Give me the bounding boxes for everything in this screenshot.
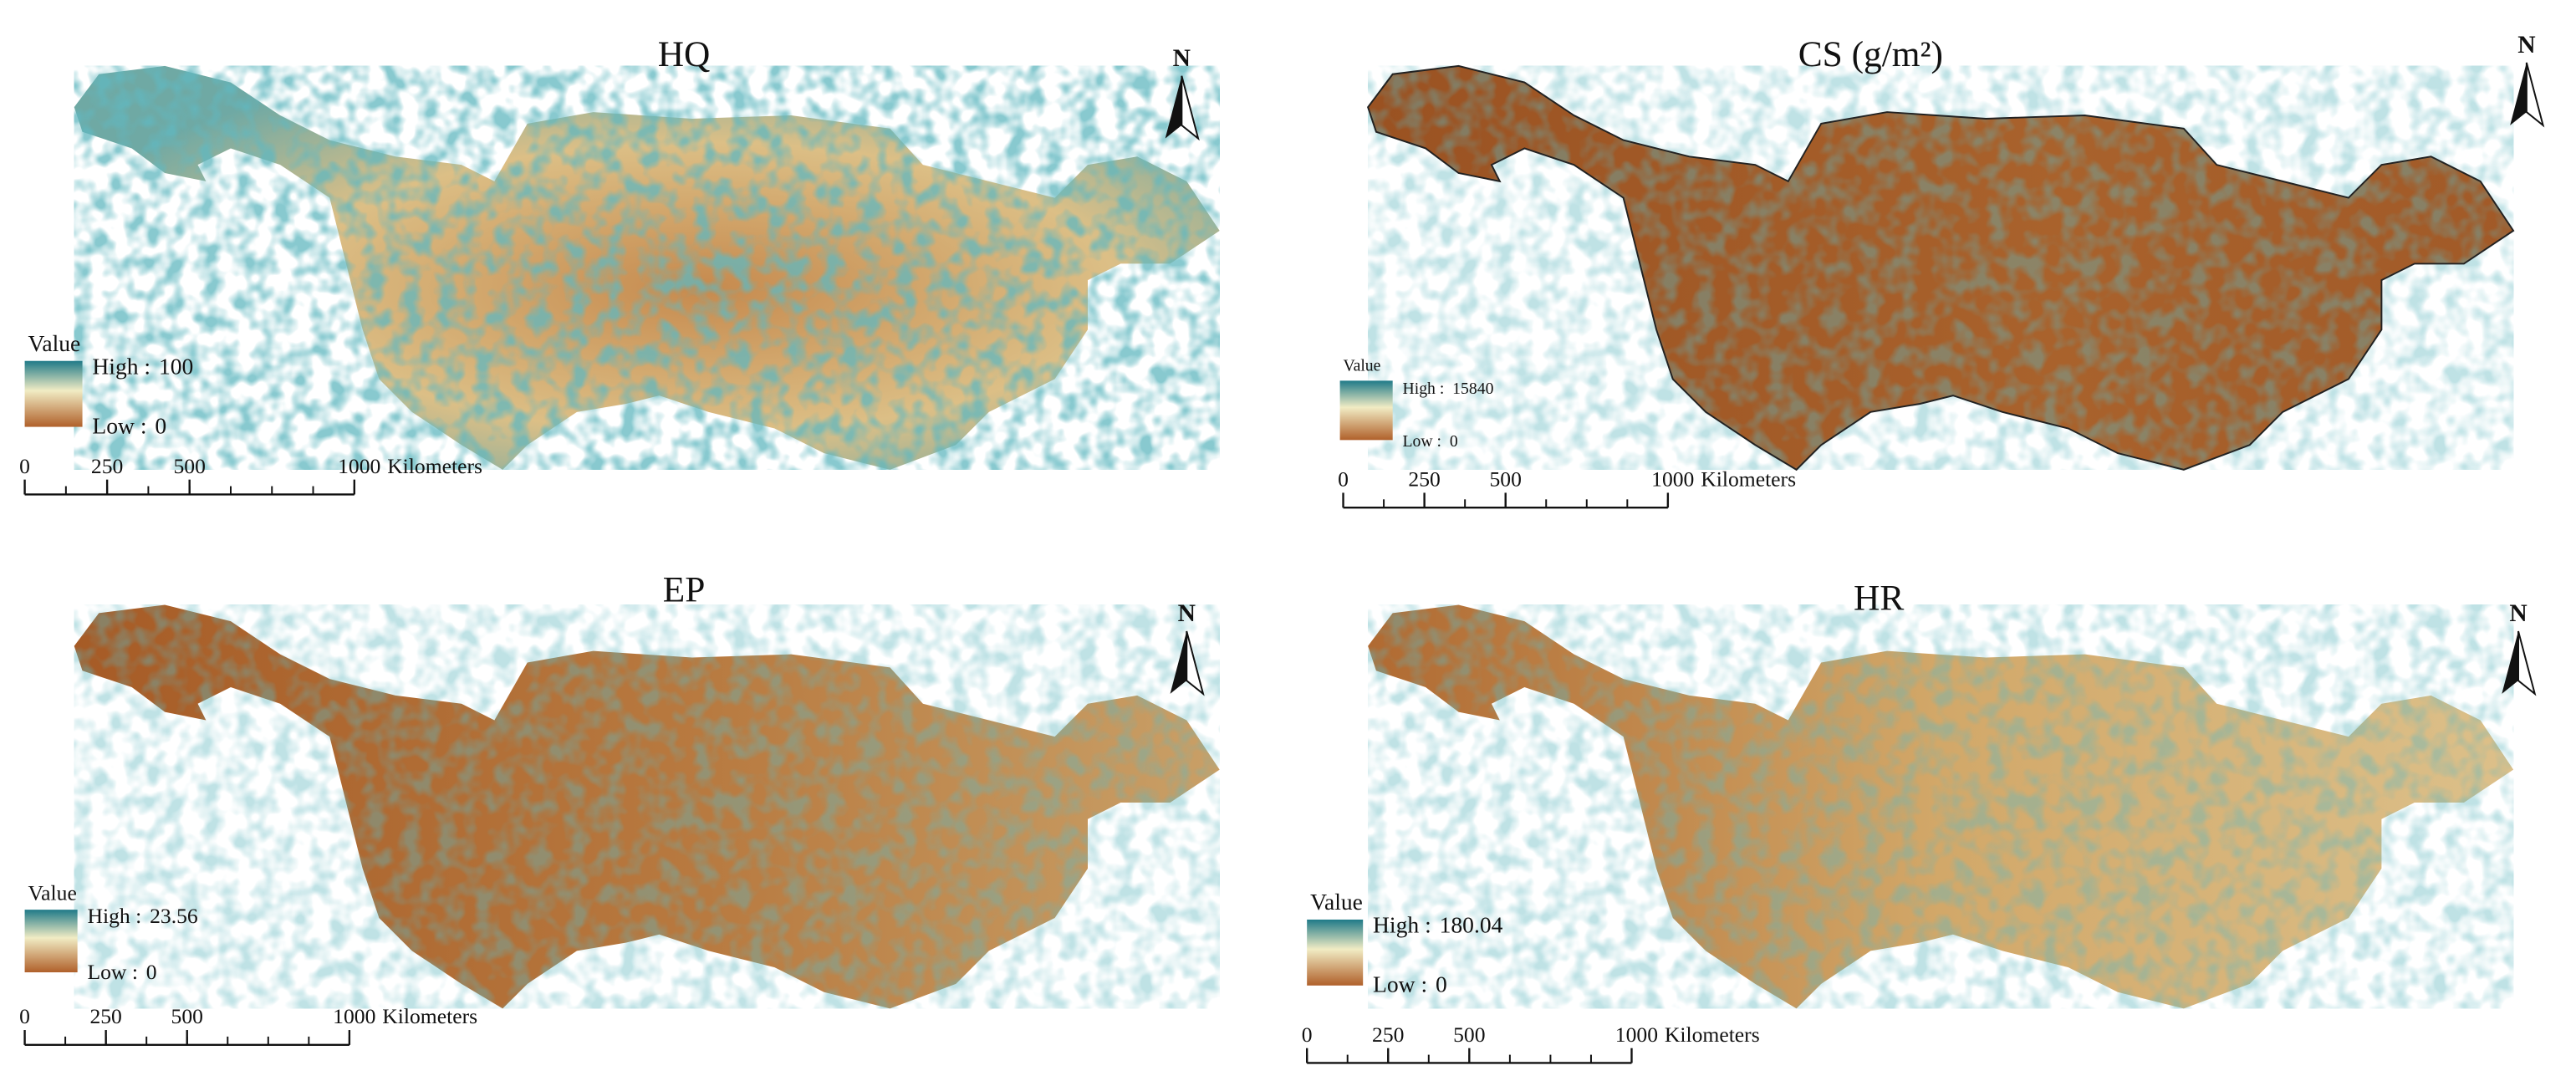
north-label: N: [1178, 600, 1196, 627]
map-panel: EP N Value High : 23.56 Low : 0 0 250 500 1000 Kilo…: [19, 570, 1220, 1046]
legend-title: Value: [28, 880, 77, 905]
legend-high-value: 23.56: [150, 904, 198, 928]
map-panel: HR N Value High : 180.04 Low : 0 0 250 500 1000 Kil…: [1302, 578, 2537, 1064]
legend-low-label: Low :: [92, 412, 146, 438]
scale-value: 1000: [333, 1004, 375, 1028]
basin-texture: [1368, 65, 2514, 470]
scale-value: 1000: [338, 454, 380, 478]
basin-texture: [1368, 604, 2514, 1009]
legend-high-value: 15840: [1452, 380, 1493, 398]
scale-label: 500: [1489, 467, 1521, 492]
scale-label: 1000 Kilometers: [338, 454, 482, 478]
legend-low-value: 0: [1450, 432, 1458, 451]
north-label: N: [1173, 45, 1191, 72]
scale-value: 0: [19, 1004, 30, 1028]
legend-high: High : 23.56: [87, 904, 197, 928]
legend-ramp: [24, 360, 83, 427]
legend-ramp: [1339, 380, 1393, 441]
basin-texture: [74, 604, 1220, 1009]
north-arrow: [1186, 630, 1205, 696]
scale-value: 0: [1302, 1022, 1313, 1047]
basin-map: [74, 604, 1220, 1009]
scale-label: 1000 Kilometers: [333, 1004, 477, 1028]
scale-label: 250: [91, 454, 123, 478]
scale-label: 0: [1338, 467, 1349, 492]
basin-map: [74, 65, 1220, 470]
scale-unit: Kilometers: [1665, 1022, 1760, 1047]
panel-title: HR: [1854, 578, 1904, 618]
legend-high-label: High :: [1373, 912, 1431, 938]
basin-map: [1367, 64, 2515, 471]
legend-low: Low : 0: [1373, 971, 1447, 997]
legend-title: Value: [1310, 889, 1363, 915]
scale-value: 500: [1453, 1022, 1485, 1047]
legend-low-value: 0: [1436, 971, 1447, 997]
scale-value: 500: [173, 454, 205, 478]
scale-value: 250: [1372, 1022, 1404, 1047]
scale-label: 0: [19, 1004, 30, 1028]
scale-value: 250: [1408, 467, 1440, 492]
legend-high-value: 180.04: [1440, 912, 1503, 938]
panel-title: HQ: [658, 34, 711, 74]
scale-label: 500: [171, 1004, 203, 1028]
scale-label: 1000 Kilometers: [1615, 1022, 1760, 1047]
scale-value: 0: [1338, 467, 1349, 492]
legend-ramp: [1307, 919, 1364, 986]
scale-unit: Kilometers: [1701, 467, 1796, 492]
scale-label: 250: [89, 1004, 121, 1028]
north-label: N: [2509, 600, 2527, 627]
scale-value: 500: [1489, 467, 1521, 492]
scale-unit: Kilometers: [387, 454, 482, 478]
legend-low-label: Low :: [1402, 432, 1441, 451]
legend-low-value: 0: [155, 412, 166, 438]
legend-low: Low : 0: [92, 412, 166, 438]
scale-label: 500: [1453, 1022, 1485, 1047]
north-arrow: [1170, 631, 1187, 694]
north-arrow: [2517, 630, 2537, 696]
panel-title: EP: [663, 570, 706, 610]
scale-label: 1000 Kilometers: [1651, 467, 1796, 492]
north-arrow: [2510, 62, 2527, 125]
basin-texture: [74, 65, 1220, 470]
legend-low-label: Low :: [87, 960, 137, 984]
north-arrow: [2525, 62, 2545, 128]
north-arrow: [2502, 631, 2519, 694]
legend-high: High : 15840: [1402, 380, 1493, 398]
scale-value: 250: [91, 454, 123, 478]
scale-label: 500: [173, 454, 205, 478]
scale-unit: Kilometers: [382, 1004, 477, 1028]
legend-low-value: 0: [146, 960, 157, 984]
scale-value: 500: [171, 1004, 203, 1028]
scale-label: 0: [19, 454, 30, 478]
north-arrow: [1165, 75, 1182, 139]
north-label: N: [2517, 32, 2535, 59]
north-arrow: [1181, 75, 1200, 141]
legend-ramp: [24, 910, 78, 973]
basin-map: [1368, 604, 2514, 1009]
scale-label: 250: [1408, 467, 1440, 492]
legend-high-label: High :: [92, 353, 150, 379]
legend-high: High : 180.04: [1373, 912, 1503, 938]
legend-high-label: High :: [1402, 380, 1444, 398]
legend-high-value: 100: [159, 353, 193, 379]
legend-title: Value: [28, 330, 81, 356]
map-panel: HQ N Value High : 100 Low : 0 0 250 500 1000 Kilome…: [19, 34, 1220, 496]
legend-low: Low : 0: [87, 960, 156, 984]
panel-title: CS (g/m²): [1798, 34, 1943, 74]
legend-low: Low : 0: [1402, 432, 1457, 451]
legend-high-label: High :: [87, 904, 141, 928]
scale-label: 250: [1372, 1022, 1404, 1047]
legend-title: Value: [1344, 357, 1381, 375]
legend-low-label: Low :: [1373, 971, 1427, 997]
legend-high: High : 100: [92, 353, 193, 379]
map-panel: CS (g/m²) N Value High : 15840 Low : 0 0 250 500 1…: [1338, 32, 2545, 509]
scale-value: 0: [19, 454, 30, 478]
scale-label: 0: [1302, 1022, 1313, 1047]
scale-value: 250: [89, 1004, 121, 1028]
scale-value: 1000: [1615, 1022, 1658, 1047]
scale-value: 1000: [1651, 467, 1694, 492]
